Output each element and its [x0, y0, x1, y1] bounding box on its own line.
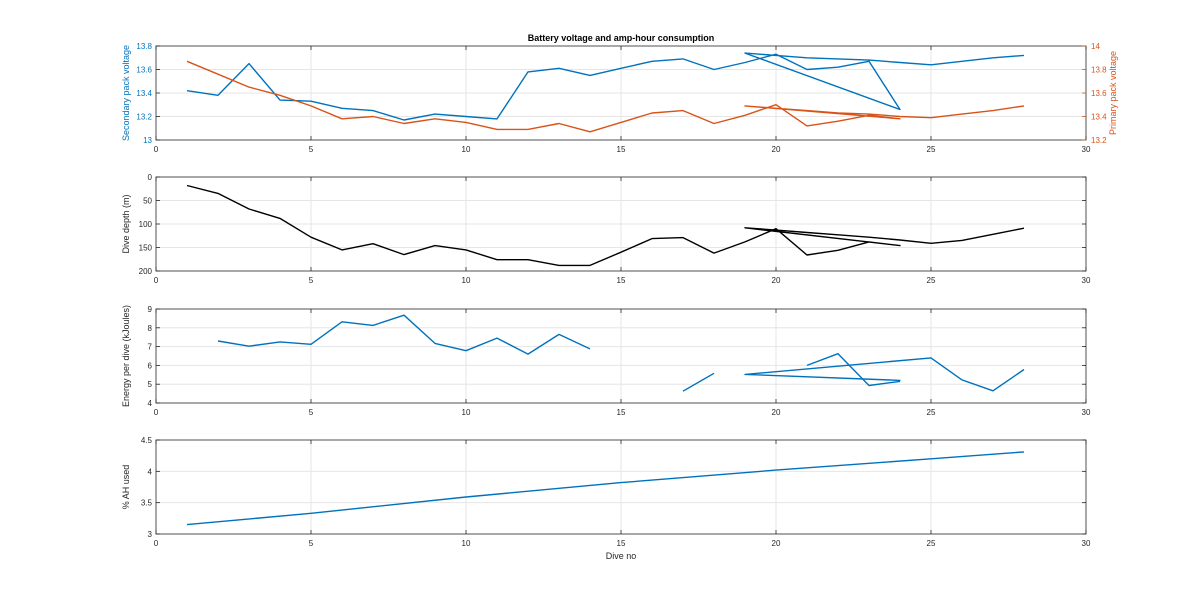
series-line [186, 60, 1025, 133]
y-axis-label: Secondary pack voltage [121, 45, 131, 141]
x-tick-label: 10 [462, 276, 471, 285]
x-tick-label: 10 [462, 539, 471, 548]
series-line [682, 372, 715, 392]
y-right-tick-label: 14 [1091, 42, 1100, 51]
x-tick-label: 0 [154, 276, 159, 285]
y-tick-label: 7 [148, 343, 153, 352]
ah-used-panel: 0 5 10 15 20 25 30 3 3.5 4 4.5 % AH used [121, 436, 1091, 548]
y-tick-label: 200 [139, 267, 153, 276]
x-tick-label: 25 [927, 539, 936, 548]
y-tick-label: 100 [139, 220, 153, 229]
x-tick-label: 10 [462, 145, 471, 154]
series-line [186, 451, 1025, 526]
x-tick-label: 20 [772, 145, 781, 154]
y-tick-label: 4 [148, 399, 153, 408]
series-line [217, 314, 591, 355]
x-tick-label: 30 [1082, 145, 1091, 154]
x-tick-label: 25 [927, 408, 936, 417]
x-tick-label: 20 [772, 408, 781, 417]
y-right-tick-label: 13.8 [1091, 66, 1107, 75]
y-tick-label: 9 [148, 305, 153, 314]
y-tick-label: 3.5 [141, 499, 153, 508]
y-tick-label: 13.6 [136, 66, 152, 75]
x-tick-label: 0 [154, 539, 159, 548]
y-right-tick-label: 13.6 [1091, 89, 1107, 98]
x-tick-label: 15 [617, 276, 626, 285]
voltage-panel: 0 5 10 15 20 25 30 13 13.2 13.4 13.6 13.8 13.2 13.4 13… [121, 42, 1118, 154]
energy-panel: 0 5 10 15 20 25 30 4 5 6 7 8 9 Energy per dive (kJoul… [121, 305, 1091, 417]
y-tick-label: 0 [148, 173, 153, 182]
x-tick-label: 0 [154, 145, 159, 154]
y-tick-label: 4.5 [141, 436, 153, 445]
y-right-axis-label: Primary pack voltage [1108, 51, 1118, 135]
x-tick-label: 0 [154, 408, 159, 417]
y-tick-label: 6 [148, 361, 153, 370]
series-line [806, 353, 901, 387]
x-tick-label: 5 [309, 145, 314, 154]
series-line [186, 52, 1025, 121]
x-tick-label: 5 [309, 276, 314, 285]
x-tick-label: 25 [927, 276, 936, 285]
x-tick-label: 20 [772, 539, 781, 548]
figure-title: Battery voltage and amp-hour consumption [528, 33, 715, 43]
x-tick-label: 15 [617, 145, 626, 154]
y-tick-label: 8 [148, 324, 153, 333]
y-tick-label: 50 [143, 197, 152, 206]
x-tick-label: 10 [462, 408, 471, 417]
y-tick-label: 13 [143, 136, 152, 145]
y-tick-label: 5 [148, 380, 153, 389]
y-axis-label: Dive depth (m) [121, 194, 131, 253]
x-axis-label: Dive no [606, 551, 637, 561]
y-tick-label: 150 [139, 244, 153, 253]
y-axis-label: % AH used [121, 465, 131, 510]
x-tick-label: 5 [309, 539, 314, 548]
x-tick-label: 30 [1082, 408, 1091, 417]
x-tick-label: 25 [927, 145, 936, 154]
y-tick-label: 13.8 [136, 42, 152, 51]
depth-panel: 0 5 10 15 20 25 30 0 50 100 150 200 Dive depth (m) [121, 173, 1091, 285]
y-tick-label: 13.2 [136, 113, 152, 122]
series-line [744, 357, 1025, 392]
y-right-tick-label: 13.2 [1091, 136, 1107, 145]
y-right-tick-label: 13.4 [1091, 113, 1107, 122]
x-tick-label: 20 [772, 276, 781, 285]
y-tick-label: 13.4 [136, 89, 152, 98]
x-tick-label: 30 [1082, 276, 1091, 285]
series-line [186, 184, 1025, 267]
x-tick-label: 30 [1082, 539, 1091, 548]
x-tick-label: 15 [617, 408, 626, 417]
x-tick-label: 15 [617, 539, 626, 548]
y-axis-label: Energy per dive (kJoules) [121, 305, 131, 407]
y-tick-label: 3 [148, 530, 153, 539]
y-tick-label: 4 [148, 467, 153, 476]
x-tick-label: 5 [309, 408, 314, 417]
